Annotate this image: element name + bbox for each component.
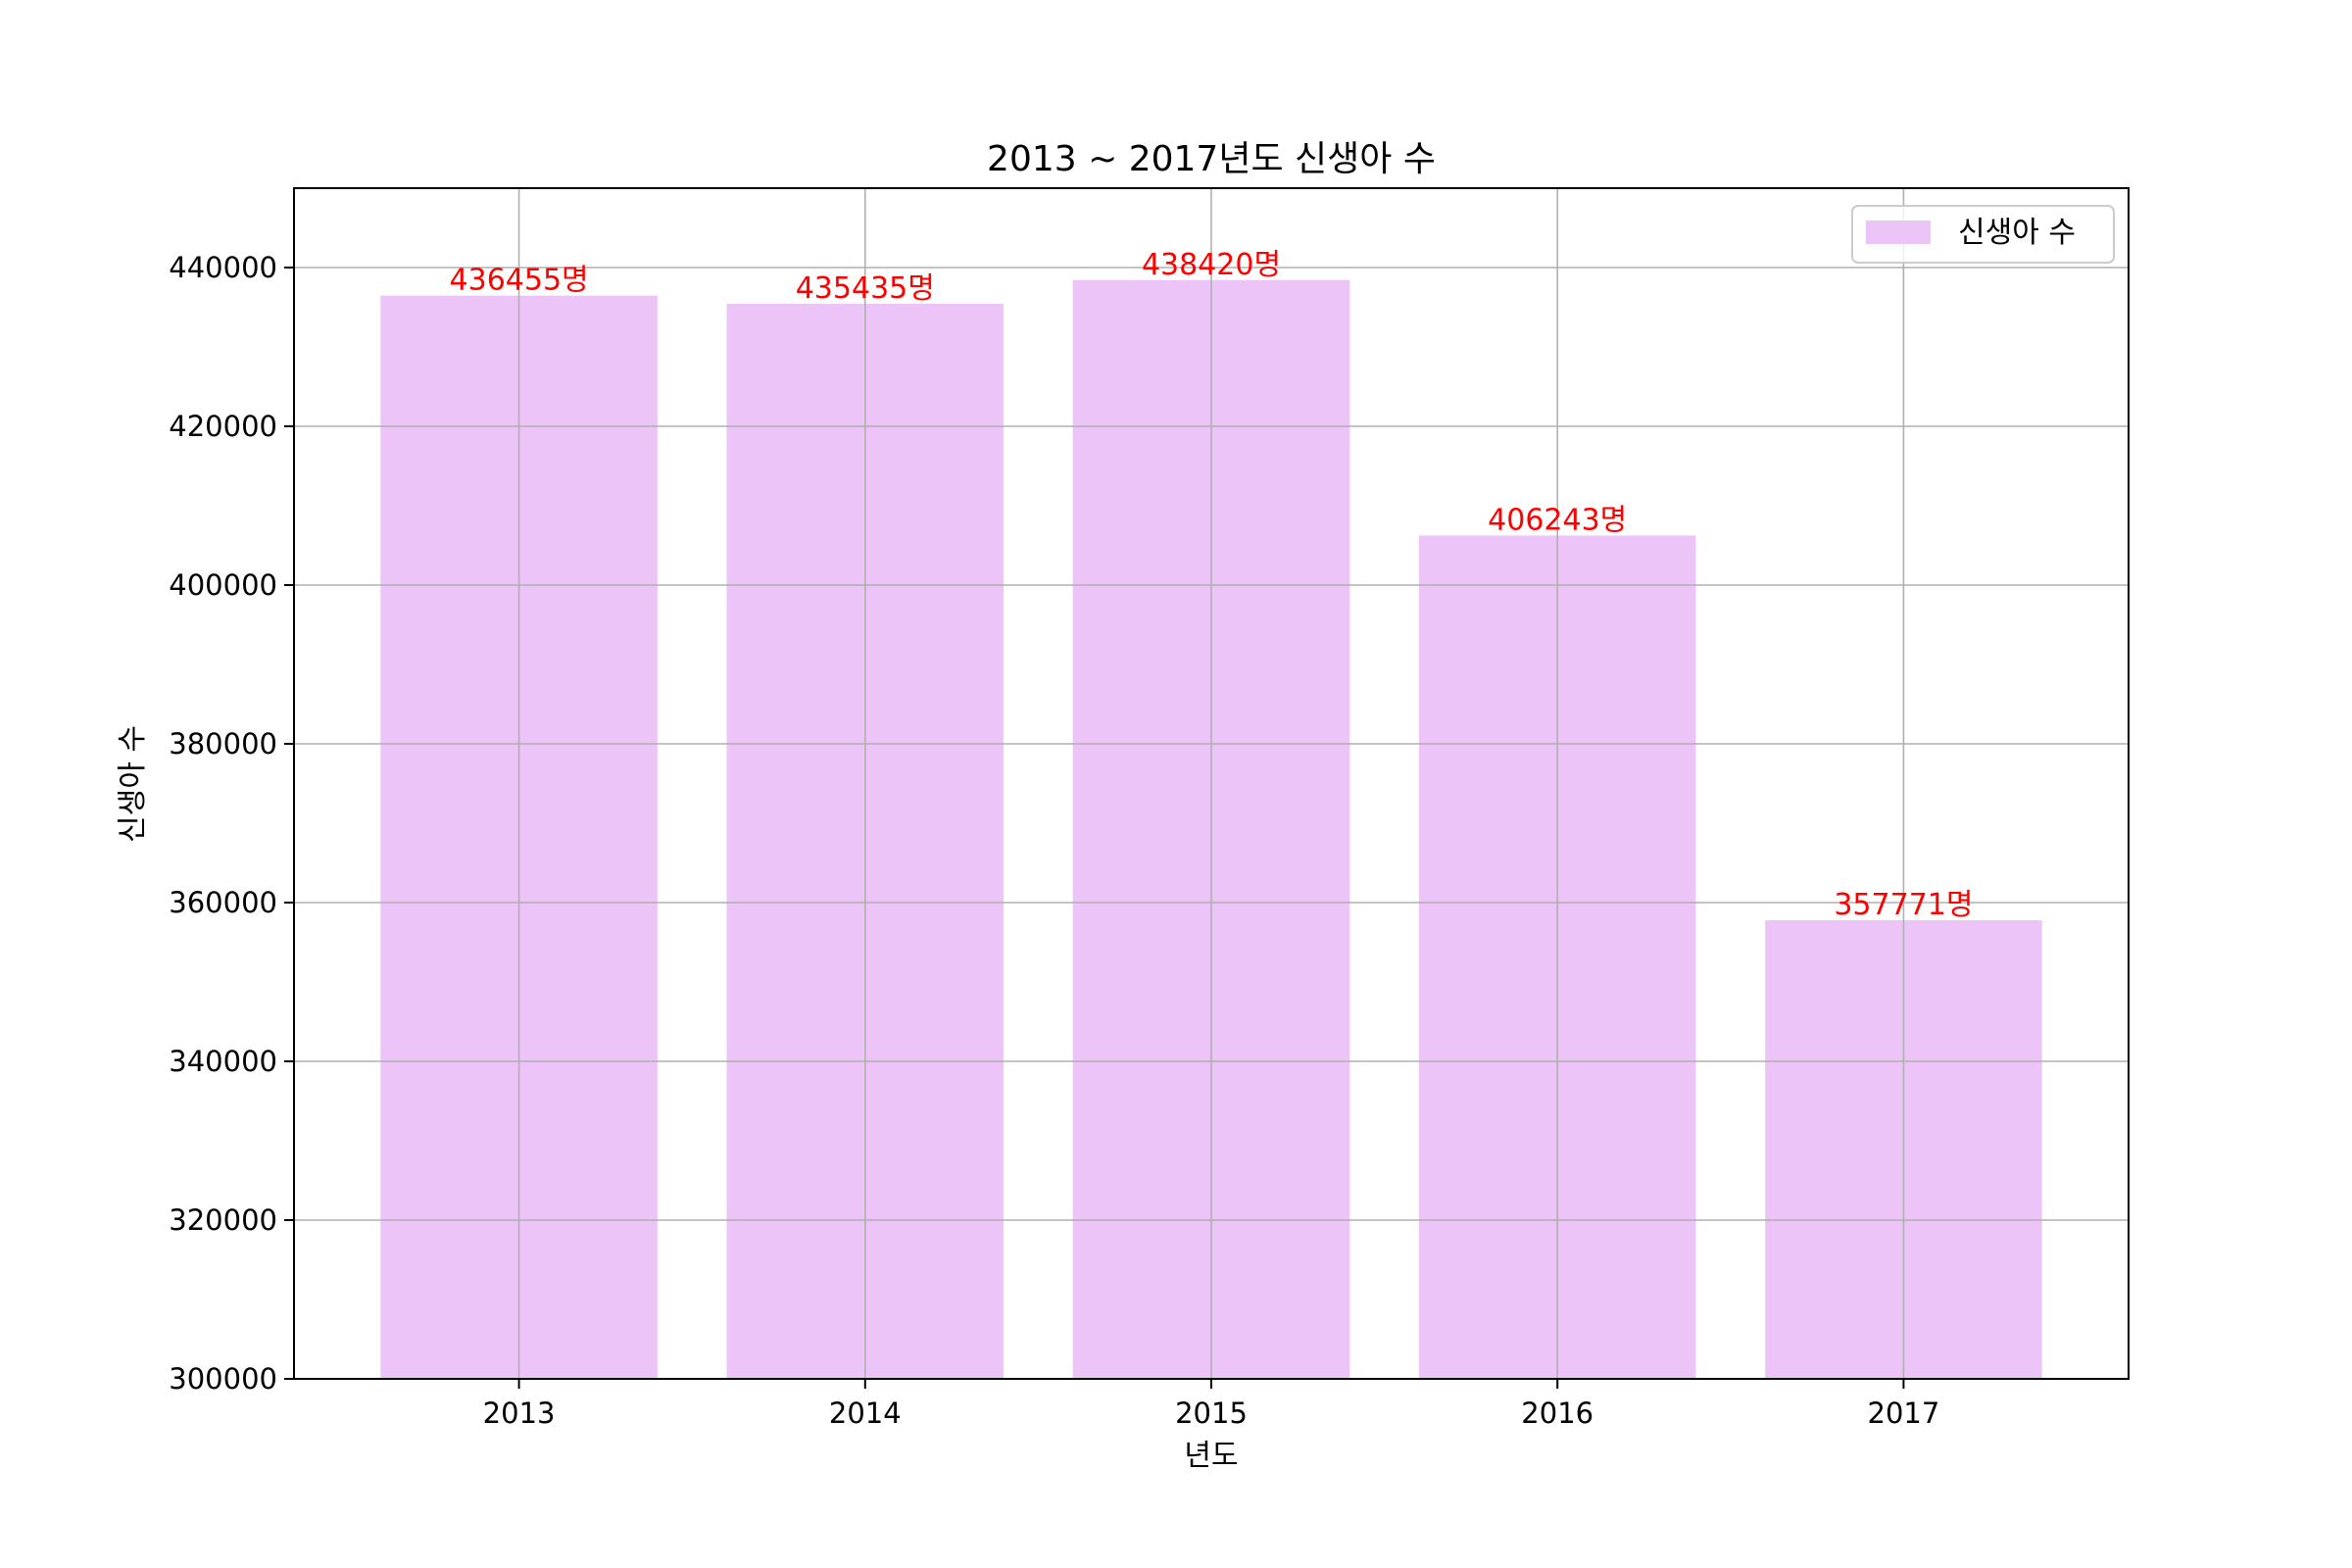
y-tick-label: 320000 <box>169 1203 277 1237</box>
chart-title: 2013 ~ 2017년도 신생아 수 <box>987 139 1436 179</box>
y-tick-label: 380000 <box>169 727 277 760</box>
x-tick-label: 2017 <box>1868 1396 1940 1430</box>
data-label-2014: 435435명 <box>796 271 935 306</box>
y-tick-label: 300000 <box>169 1362 277 1396</box>
y-tick-label: 420000 <box>169 410 277 443</box>
x-tick-label: 2014 <box>829 1396 902 1430</box>
legend-frame <box>1851 205 2115 264</box>
x-axis-label: 년도 <box>1184 1439 1238 1473</box>
y-tick-label: 340000 <box>169 1045 277 1078</box>
x-tick-label: 2016 <box>1521 1396 1593 1430</box>
y-axis-label: 신생아 수 <box>116 725 150 843</box>
data-label-2013: 436455명 <box>450 264 589 298</box>
x-tick-label: 2013 <box>483 1396 556 1430</box>
x-tick-label: 2015 <box>1175 1396 1248 1430</box>
data-label-2016: 406243명 <box>1488 503 1627 537</box>
y-tick-label: 440000 <box>169 251 277 284</box>
data-label-2015: 438420명 <box>1142 248 1281 282</box>
data-labels-layer: 436455명 435435명 438420명 406243명 357771명 <box>450 248 1974 922</box>
x-axis: 2013 2014 2015 2016 2017 <box>483 1379 1940 1430</box>
data-label-2017: 357771명 <box>1834 888 1973 922</box>
legend-swatch <box>1866 220 1931 244</box>
legend-label: 신생아 수 <box>1958 216 2076 250</box>
legend: 신생아 수 <box>1851 205 2115 264</box>
y-axis: 300000 320000 340000 360000 380000 400000 4200… <box>169 251 294 1396</box>
y-tick-label: 400000 <box>169 568 277 602</box>
y-tick-label: 360000 <box>169 886 277 919</box>
